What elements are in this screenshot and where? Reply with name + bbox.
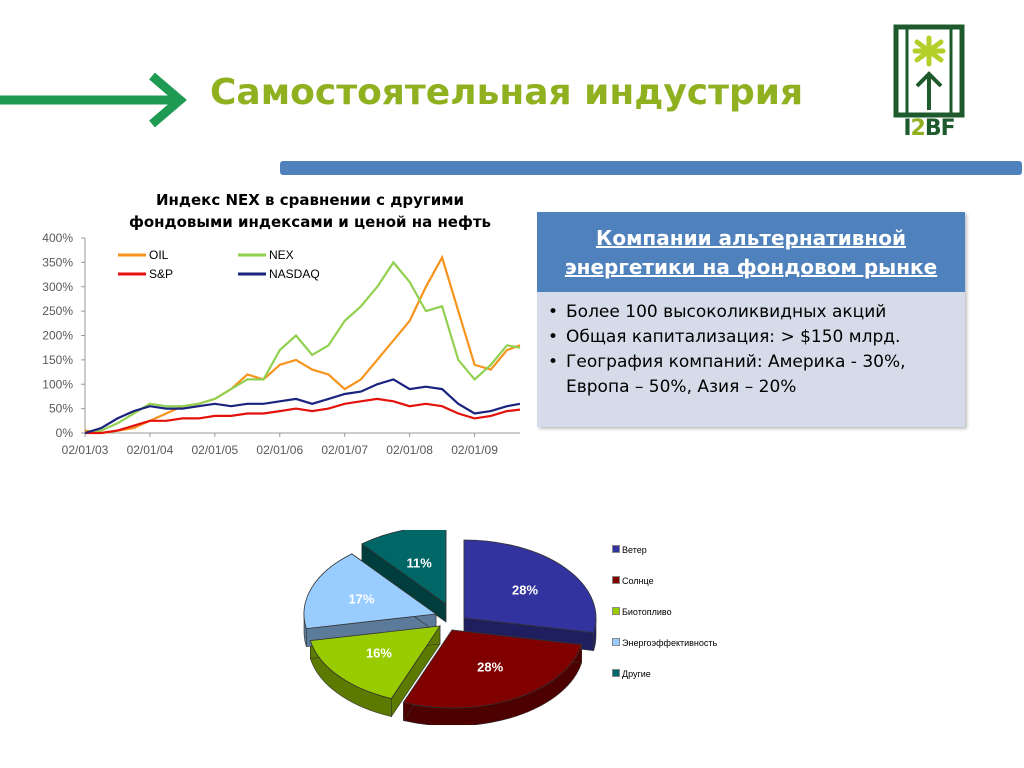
line-chart-title-line1: Индекс NEX в сравнении с другими bbox=[155, 191, 465, 209]
legend-swatch bbox=[612, 669, 620, 677]
y-tick-label: 100% bbox=[42, 377, 73, 391]
x-tick-label: 02/01/05 bbox=[191, 443, 238, 457]
legend-label: S&P bbox=[149, 267, 173, 281]
logo-text: I2BF bbox=[903, 116, 955, 141]
pie-legend-item: Ветер bbox=[612, 545, 647, 555]
series-line-nasdaq bbox=[84, 378, 521, 435]
legend-label: Биотопливо bbox=[622, 607, 672, 617]
legend-swatch bbox=[612, 576, 620, 584]
pie-slice-Другие bbox=[361, 530, 447, 605]
y-tick-label: 150% bbox=[42, 353, 73, 367]
line-chart-title: Индекс NEX в сравнении с другими фондовы… bbox=[90, 189, 530, 233]
bullet-icon: • bbox=[548, 352, 559, 372]
y-tick-label: 400% bbox=[42, 231, 73, 245]
legend-label: Энергоэффективность bbox=[622, 638, 718, 648]
slide-title: Самостоятельная индустрия bbox=[210, 72, 804, 113]
pie-data-label: 28% bbox=[512, 583, 538, 598]
pie-legend-item: Биотопливо bbox=[612, 607, 672, 617]
legend-label: Солнце bbox=[622, 576, 654, 586]
info-header-line2: энергетики на фондовом рынке bbox=[564, 255, 938, 279]
pie-slice-Биотопливо bbox=[309, 625, 441, 699]
pie-slice-Солнце bbox=[402, 629, 583, 709]
y-tick-label: 350% bbox=[42, 255, 73, 269]
x-tick-label: 02/01/06 bbox=[256, 443, 303, 457]
list-item: • География компаний: Америка - 30%, Евро… bbox=[548, 352, 906, 397]
pie-legend-item: Солнце bbox=[612, 576, 654, 586]
bullet-icon: • bbox=[548, 327, 559, 347]
pie-legend-item: Энергоэффективность bbox=[612, 638, 717, 648]
y-tick-label: 200% bbox=[42, 329, 73, 343]
series-line-oil bbox=[84, 254, 521, 435]
info-header-line1: Компании альтернативной bbox=[596, 226, 906, 250]
y-tick-label: 50% bbox=[49, 402, 73, 416]
x-tick-label: 02/01/09 bbox=[451, 443, 498, 457]
i2bf-logo bbox=[893, 24, 965, 118]
series-line-nex bbox=[84, 260, 521, 435]
pie-legend-item: Другие bbox=[612, 669, 651, 679]
x-tick-label: 02/01/03 bbox=[62, 443, 109, 457]
legend-swatch bbox=[612, 545, 620, 553]
x-tick-label: 02/01/07 bbox=[321, 443, 368, 457]
pie-data-label: 28% bbox=[477, 660, 503, 675]
line-chart-title-line2: фондовыми индексами и ценой на нефть bbox=[128, 213, 492, 231]
legend-swatch bbox=[612, 638, 620, 646]
pie-slice-Энергоэффективность bbox=[303, 553, 438, 630]
header-bar bbox=[280, 161, 1022, 175]
legend-label: OIL bbox=[149, 248, 169, 262]
y-tick-label: 0% bbox=[56, 426, 74, 440]
x-tick-label: 02/01/08 bbox=[386, 443, 433, 457]
y-tick-label: 300% bbox=[42, 280, 73, 294]
pie-slice-Ветер bbox=[463, 539, 597, 634]
list-item: • Общая капитализация: > $150 млрд. bbox=[545, 325, 955, 350]
pie-chart: 28% 28% 16% 17% 11% bbox=[303, 530, 597, 725]
x-tick-label: 02/01/04 bbox=[127, 443, 174, 457]
list-item: • Более 100 высоколиквидных акций bbox=[545, 300, 955, 325]
legend-label: Ветер bbox=[622, 545, 647, 555]
y-tick-label: 250% bbox=[42, 304, 73, 318]
pie-data-label: 17% bbox=[348, 591, 374, 606]
line-chart: 0% 50% 100% 150% 200% 250% 300% 350% 400% 02/01/0… bbox=[42, 231, 521, 457]
series-line-sp bbox=[85, 397, 521, 435]
info-box-header: Компании альтернативной энергетики на фо… bbox=[537, 212, 965, 292]
legend-label: NEX bbox=[269, 248, 294, 262]
arrow-decoration bbox=[0, 72, 187, 128]
bullet-icon: • bbox=[548, 302, 559, 322]
pie-data-label: 11% bbox=[407, 556, 433, 571]
pie-data-label: 16% bbox=[366, 645, 392, 660]
legend-swatch bbox=[612, 607, 620, 615]
info-bullet-list: • Более 100 высоколиквидных акций • Общая … bbox=[545, 300, 955, 400]
legend-label: NASDAQ bbox=[269, 267, 320, 281]
legend-label: Другие bbox=[622, 669, 651, 679]
